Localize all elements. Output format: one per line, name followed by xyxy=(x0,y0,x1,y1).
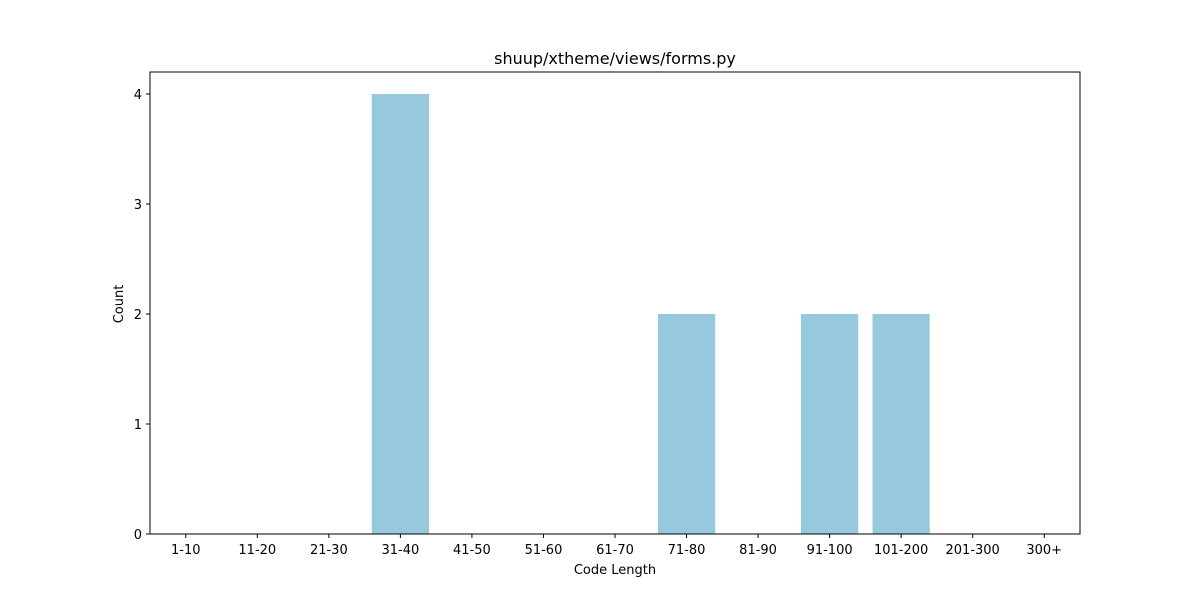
x-tick-label: 41-50 xyxy=(453,543,491,558)
bar-71-80 xyxy=(657,314,716,534)
x-tick-label: 91-100 xyxy=(807,543,853,558)
x-tick-label: 21-30 xyxy=(310,543,348,558)
x-tick-label: 81-90 xyxy=(739,543,777,558)
x-tick-label: 31-40 xyxy=(381,543,419,558)
x-tick-label: 101-200 xyxy=(874,543,928,558)
y-tick-label: 1 xyxy=(134,418,142,433)
plot-area-frame xyxy=(149,71,1081,535)
bar-101-200 xyxy=(872,314,930,534)
bar-31-40 xyxy=(371,94,429,534)
x-tick-label: 300+ xyxy=(1026,543,1062,558)
x-tick-label: 71-80 xyxy=(668,543,706,558)
x-tick-label: 1-10 xyxy=(171,543,201,558)
bar-91-100 xyxy=(801,314,859,534)
y-axis-label: Count xyxy=(112,285,127,324)
x-tick-label: 61-70 xyxy=(596,543,634,558)
x-tick-label: 11-20 xyxy=(238,543,276,558)
chart-title: shuup/xtheme/views/forms.py xyxy=(494,49,736,68)
y-tick-label: 4 xyxy=(134,88,142,103)
y-tick-label: 2 xyxy=(134,308,142,323)
y-tick-label: 3 xyxy=(134,198,142,213)
y-tick-label: 0 xyxy=(134,528,142,543)
bars-group xyxy=(371,94,930,534)
x-tick-label: 51-60 xyxy=(525,543,563,558)
x-tick-label: 201-300 xyxy=(946,543,1000,558)
x-ticks-group: 1-10 11-20 21-30 31-40 41-50 51-60 61-70 71-80 8… xyxy=(171,534,1062,558)
x-axis-label: Code Length xyxy=(574,563,656,578)
y-ticks-group: 0 1 2 3 4 xyxy=(134,88,150,543)
